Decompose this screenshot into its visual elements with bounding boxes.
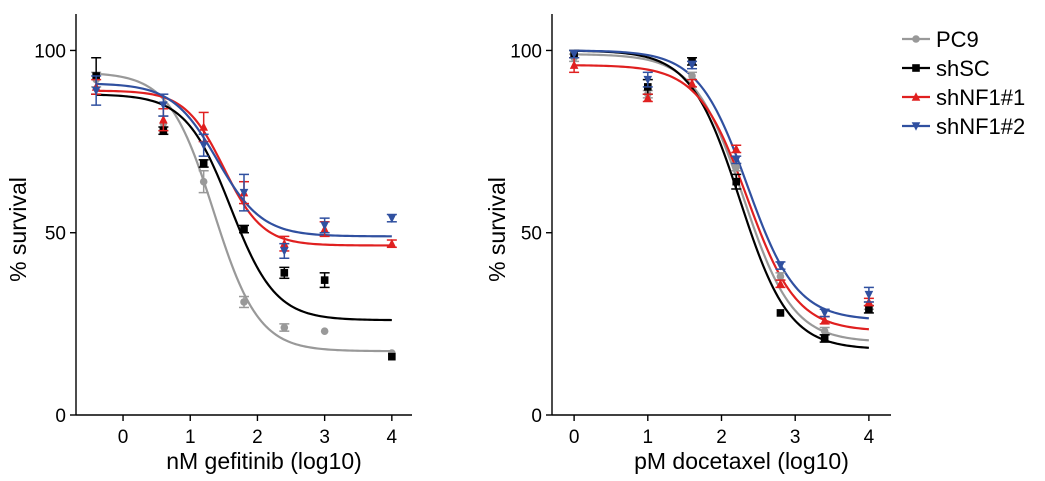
data-point xyxy=(159,114,168,124)
data-point xyxy=(199,159,208,168)
y-axis-title: % survival xyxy=(5,177,31,282)
legend-marker xyxy=(912,35,920,43)
legend-label: shNF1#2 xyxy=(936,114,1025,139)
x-tick-label: 3 xyxy=(319,427,330,448)
legend-label: PC9 xyxy=(936,27,979,52)
legend-marker xyxy=(912,64,920,72)
data-point xyxy=(91,86,101,96)
data-point xyxy=(776,309,785,317)
y-tick-label: 50 xyxy=(521,224,542,245)
fit-curve xyxy=(574,49,869,320)
fit-curve xyxy=(96,72,392,353)
data-point xyxy=(820,334,829,343)
data-point xyxy=(687,61,697,70)
data-point xyxy=(320,221,329,231)
data-point xyxy=(732,163,741,171)
x-tick-label: 3 xyxy=(790,427,801,448)
data-point xyxy=(280,323,289,332)
data-point xyxy=(732,177,741,186)
legend-marker xyxy=(911,92,921,101)
x-tick-label: 4 xyxy=(864,427,875,448)
data-point xyxy=(687,78,697,88)
data-point xyxy=(731,144,741,153)
data-point xyxy=(864,290,874,300)
data-point xyxy=(159,101,168,110)
data-point xyxy=(569,50,579,59)
legend-marker xyxy=(911,122,921,131)
legend-label: shSC xyxy=(936,56,990,81)
data-point xyxy=(387,214,397,223)
fit-curve xyxy=(96,89,392,247)
data-point xyxy=(387,238,397,248)
data-point xyxy=(776,272,785,281)
data-point xyxy=(280,247,289,256)
data-point xyxy=(240,225,248,233)
data-point xyxy=(320,327,329,335)
data-point xyxy=(643,93,653,102)
docetaxel-panel: 0 50 100 0 1 2 3 4 pM docetaxel (log10) % surviva… xyxy=(484,14,891,474)
data-point xyxy=(199,141,208,151)
fit-curve xyxy=(96,93,392,322)
data-point xyxy=(643,75,653,85)
data-point xyxy=(820,327,829,335)
data-point xyxy=(320,276,329,284)
data-point xyxy=(731,156,741,165)
data-point xyxy=(239,188,249,198)
data-point xyxy=(820,315,829,325)
data-point xyxy=(199,177,208,186)
fit-curve xyxy=(574,64,869,331)
fit-curve xyxy=(574,49,869,349)
x-axis-title: pM docetaxel (log10) xyxy=(634,448,849,474)
data-point xyxy=(199,122,208,131)
x-tick-label: 1 xyxy=(185,427,196,448)
legend: PC9 shSC shNF1#1 shNF1#2 xyxy=(902,27,1025,139)
fit-curve xyxy=(574,53,869,342)
y-tick-label: 0 xyxy=(55,406,66,427)
data-point xyxy=(280,269,289,277)
x-tick-label: 2 xyxy=(252,427,263,448)
data-point xyxy=(776,278,785,288)
x-tick-label: 0 xyxy=(118,427,129,448)
y-tick-label: 100 xyxy=(510,41,542,62)
data-point xyxy=(776,261,785,271)
x-tick-label: 4 xyxy=(387,427,398,448)
legend-label: shNF1#1 xyxy=(936,85,1025,110)
y-tick-label: 50 xyxy=(45,224,66,245)
x-tick-label: 2 xyxy=(716,427,727,448)
x-axis-title: nM gefitinib (log10) xyxy=(166,448,362,474)
y-tick-label: 100 xyxy=(34,41,66,62)
x-tick-label: 0 xyxy=(569,427,580,448)
y-axis-title: % survival xyxy=(484,177,510,282)
data-point xyxy=(388,352,396,361)
data-point xyxy=(820,309,829,318)
data-point xyxy=(865,305,873,314)
data-point xyxy=(240,298,248,306)
data-point xyxy=(688,72,696,80)
fit-curve xyxy=(96,82,392,238)
gefitinib-panel: 0 50 100 0 1 2 3 4 nM gefitinib (log10) % surviva… xyxy=(5,14,412,474)
x-tick-label: 1 xyxy=(643,427,654,448)
data-point xyxy=(569,60,579,69)
y-tick-label: 0 xyxy=(531,406,542,427)
